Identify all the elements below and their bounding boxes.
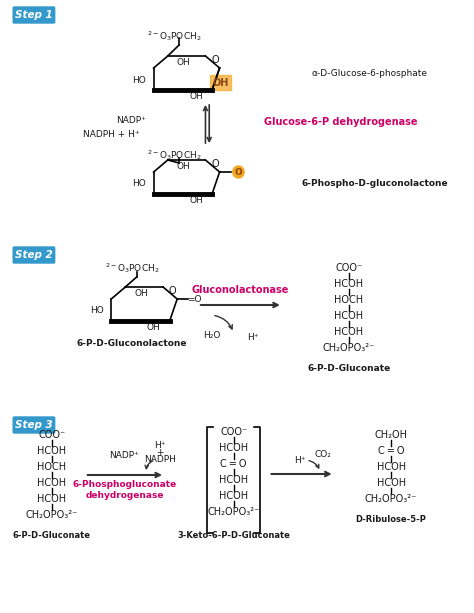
- FancyBboxPatch shape: [13, 417, 55, 433]
- Text: $^{2-}$O$_3$POCH$_2$: $^{2-}$O$_3$POCH$_2$: [147, 29, 201, 43]
- Text: NADPH + H⁺: NADPH + H⁺: [83, 129, 139, 139]
- Text: OH: OH: [189, 196, 203, 205]
- Text: Glucose-6-P dehydrogenase: Glucose-6-P dehydrogenase: [264, 117, 418, 127]
- Text: D-Ribulose-5-P: D-Ribulose-5-P: [356, 516, 427, 525]
- Text: COO⁻: COO⁻: [220, 427, 247, 437]
- Text: HCOH: HCOH: [376, 462, 406, 472]
- Text: Step 1: Step 1: [15, 10, 53, 20]
- Text: $^{2-}$O$_3$POCH$_2$: $^{2-}$O$_3$POCH$_2$: [105, 261, 159, 275]
- Text: C = O: C = O: [220, 459, 247, 469]
- Text: COO⁻: COO⁻: [38, 430, 65, 440]
- Text: HCOH: HCOH: [219, 443, 248, 453]
- Text: OH: OH: [135, 289, 148, 297]
- FancyBboxPatch shape: [210, 75, 231, 90]
- Text: NADP⁺: NADP⁺: [116, 115, 146, 124]
- Text: HCOH: HCOH: [219, 491, 248, 501]
- Text: HCOH: HCOH: [334, 327, 363, 337]
- Text: O: O: [169, 286, 176, 296]
- Text: 6-Phosphogluconate
dehydrogenase: 6-Phosphogluconate dehydrogenase: [72, 481, 176, 500]
- Text: O: O: [211, 55, 219, 65]
- Text: O: O: [235, 167, 242, 177]
- Text: COO⁻: COO⁻: [335, 263, 362, 273]
- Text: 3-Keto-6-P-D-Gluconate: 3-Keto-6-P-D-Gluconate: [177, 531, 290, 541]
- Text: =O: =O: [187, 294, 201, 303]
- Text: CH₂OH: CH₂OH: [374, 430, 408, 440]
- FancyBboxPatch shape: [13, 7, 55, 23]
- Text: OH: OH: [177, 161, 191, 170]
- Text: 6-P-D-Gluconate: 6-P-D-Gluconate: [13, 531, 91, 541]
- Text: Gluconolactonase: Gluconolactonase: [191, 285, 289, 295]
- Text: O: O: [211, 159, 219, 169]
- Text: Step 3: Step 3: [15, 420, 53, 430]
- Text: CH₂OPO₃²⁻: CH₂OPO₃²⁻: [208, 507, 260, 517]
- Text: CH₂OPO₃²⁻: CH₂OPO₃²⁻: [365, 494, 417, 504]
- Text: NADP⁺: NADP⁺: [109, 451, 139, 460]
- Text: HCOH: HCOH: [376, 478, 406, 488]
- Text: 6-Phospho-D-gluconolactone: 6-Phospho-D-gluconolactone: [301, 178, 448, 188]
- Text: 6-P-D-Gluconolactone: 6-P-D-Gluconolactone: [77, 338, 187, 348]
- Text: HCOH: HCOH: [219, 475, 248, 485]
- Text: HCOH: HCOH: [37, 494, 66, 504]
- Text: HCOH: HCOH: [37, 478, 66, 488]
- Text: CO₂: CO₂: [315, 449, 332, 459]
- Text: HOCH: HOCH: [334, 295, 363, 305]
- Text: +: +: [156, 447, 164, 457]
- Text: H₂O: H₂O: [203, 330, 221, 340]
- Text: H⁺: H⁺: [247, 332, 258, 341]
- Text: OH: OH: [177, 58, 191, 66]
- Text: HCOH: HCOH: [334, 279, 363, 289]
- Text: CH₂OPO₃²⁻: CH₂OPO₃²⁻: [323, 343, 375, 353]
- Text: 6-P-D-Gluconate: 6-P-D-Gluconate: [307, 364, 390, 373]
- Text: HO: HO: [90, 305, 104, 314]
- Text: α-D-Glucose-6-phosphate: α-D-Glucose-6-phosphate: [311, 69, 427, 77]
- Text: HCOH: HCOH: [334, 311, 363, 321]
- Text: HO: HO: [132, 75, 146, 85]
- Text: $^{2-}$O$_3$POCH$_2$: $^{2-}$O$_3$POCH$_2$: [147, 148, 201, 162]
- Text: HO: HO: [132, 178, 146, 188]
- Text: C = O: C = O: [378, 446, 404, 456]
- Text: OH: OH: [189, 91, 203, 101]
- FancyBboxPatch shape: [13, 247, 55, 263]
- Text: CH₂OPO₃²⁻: CH₂OPO₃²⁻: [26, 510, 78, 520]
- Text: Step 2: Step 2: [15, 250, 53, 260]
- Text: H⁺: H⁺: [294, 455, 305, 465]
- Text: H⁺: H⁺: [155, 441, 166, 449]
- Text: HOCH: HOCH: [37, 462, 66, 472]
- Text: OH: OH: [212, 78, 229, 88]
- Text: HCOH: HCOH: [37, 446, 66, 456]
- Circle shape: [233, 166, 244, 178]
- Text: NADPH: NADPH: [144, 454, 176, 463]
- Text: OH: OH: [147, 322, 161, 332]
